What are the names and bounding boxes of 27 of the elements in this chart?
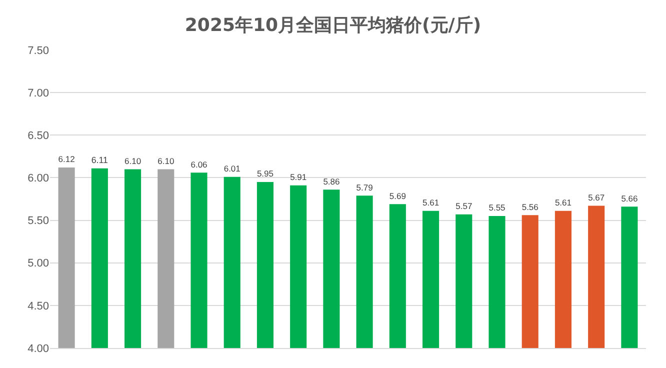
chart-title: 2025年10月全国日平均猪价(元/斤) <box>184 15 482 36</box>
data-label: 5.55 <box>488 202 506 213</box>
data-label: 5.79 <box>356 182 374 192</box>
data-label: 5.86 <box>323 176 340 186</box>
data-label: 5.66 <box>621 193 638 204</box>
y-tick-label: 6.00 <box>28 172 49 185</box>
y-tick-label: 4.50 <box>28 300 49 312</box>
data-label: 6.01 <box>224 164 241 174</box>
data-label: 5.69 <box>389 190 406 201</box>
data-label: 5.91 <box>290 172 307 182</box>
y-tick-label: 5.50 <box>28 215 49 228</box>
data-label: 6.11 <box>91 154 108 165</box>
data-label: 5.67 <box>588 192 605 202</box>
y-tick-label: 7.50 <box>28 44 49 57</box>
y-tick-label: 4.00 <box>28 342 49 355</box>
data-label: 6.10 <box>124 156 142 166</box>
data-label: 5.61 <box>554 198 572 208</box>
data-label: 5.95 <box>256 168 274 179</box>
y-tick-label: 7.00 <box>28 87 49 100</box>
data-label: 6.10 <box>158 156 174 166</box>
y-tick-label: 5.00 <box>28 258 49 270</box>
y-tick-label: 6.50 <box>28 130 49 142</box>
data-label: 6.06 <box>190 159 208 170</box>
data-label: 6.12 <box>58 154 76 164</box>
data-label: 5.61 <box>422 198 440 208</box>
data-label: 5.57 <box>456 201 472 212</box>
data-label: 5.56 <box>522 202 539 212</box>
